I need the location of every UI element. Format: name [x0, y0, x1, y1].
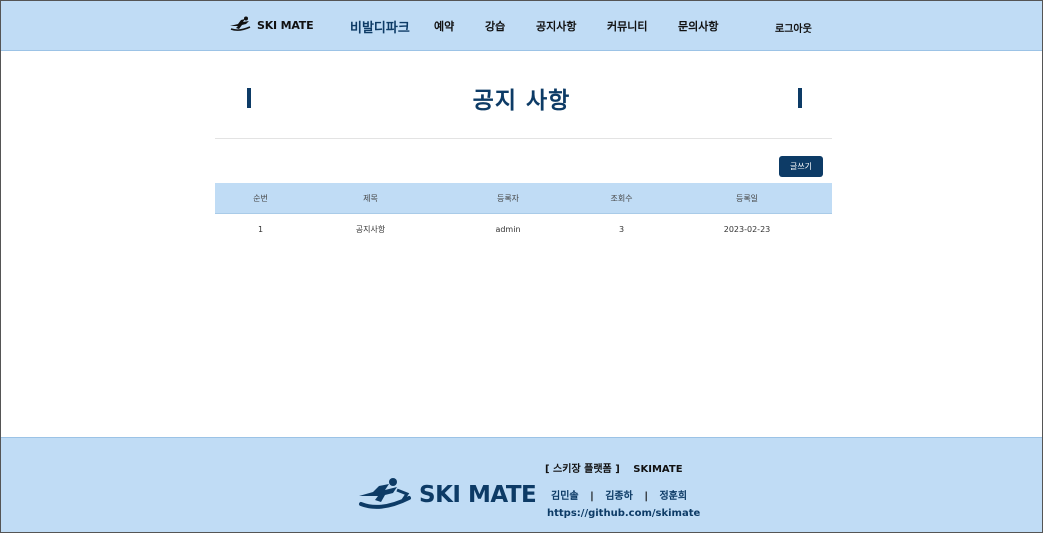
footer-members: 김민솔 | 김종하 | 정훈희: [551, 487, 687, 502]
skier-logo-icon: [230, 16, 251, 31]
footer: SKI MATE [ 스키장 플랫폼 ] SKIMATE 김민솔 | 김종하 |…: [1, 437, 1042, 532]
footer-member: 김종하: [605, 491, 633, 502]
cell-views: 3: [618, 224, 625, 234]
table-header-row: 순번 제목 등록자 조회수 등록일: [215, 183, 832, 214]
footer-member: 정훈희: [659, 491, 688, 502]
nav-community[interactable]: 커뮤니티: [607, 20, 648, 33]
footer-github-link[interactable]: https://github.com/skimate: [547, 508, 701, 519]
nav-lesson[interactable]: 강습: [485, 20, 506, 33]
nav-inquiry[interactable]: 문의사항: [678, 20, 719, 33]
footer-platform-name: SKIMATE: [633, 464, 683, 475]
footer-logo: SKI MATE: [357, 476, 537, 514]
write-post-button[interactable]: 글쓰기: [779, 156, 823, 177]
footer-platform-line: [ 스키장 플랫폼 ] SKIMATE: [545, 460, 693, 475]
footer-member: 김민솔: [551, 491, 579, 502]
nav-reservation[interactable]: 예약: [434, 20, 455, 33]
footer-separator: |: [590, 491, 594, 502]
title-bar-left: [247, 88, 251, 108]
cell-date: 2023-02-23: [723, 224, 771, 234]
column-header-views: 조회수: [581, 183, 662, 214]
cell-title-link[interactable]: 공지사항: [355, 224, 386, 234]
top-nav: SKI MATE 비발디파크 예약 강습 공지사항 커뮤니티 문의사항 로그아웃: [1, 1, 1042, 51]
table-row[interactable]: 1 공지사항 admin 3 2023-02-23: [215, 214, 832, 245]
page-title: 공지 사항: [472, 88, 571, 114]
cell-number: 1: [257, 224, 264, 234]
title-bar-right: [798, 88, 802, 108]
title-divider: [215, 138, 832, 139]
footer-separator: |: [644, 491, 648, 502]
footer-logo-text: SKI MATE: [419, 482, 537, 508]
header-logo-text: SKI MATE: [257, 18, 314, 32]
footer-platform-label: [ 스키장 플랫폼 ]: [545, 464, 620, 475]
logout-link[interactable]: 로그아웃: [775, 24, 812, 35]
nav-notice[interactable]: 공지사항: [536, 20, 577, 33]
nav-brand-vivaldi[interactable]: 비발디파크: [350, 21, 410, 36]
column-header-title: 제목: [306, 183, 435, 214]
header-logo[interactable]: SKI MATE: [229, 16, 314, 34]
cell-author: admin: [495, 224, 521, 234]
column-header-number: 순번: [215, 183, 306, 214]
snowboarder-logo-icon: [359, 478, 411, 509]
column-header-date: 등록일: [662, 183, 832, 214]
notice-table: 순번 제목 등록자 조회수 등록일 1 공지사항 admin 3 2023-02…: [215, 183, 832, 244]
column-header-author: 등록자: [435, 183, 581, 214]
